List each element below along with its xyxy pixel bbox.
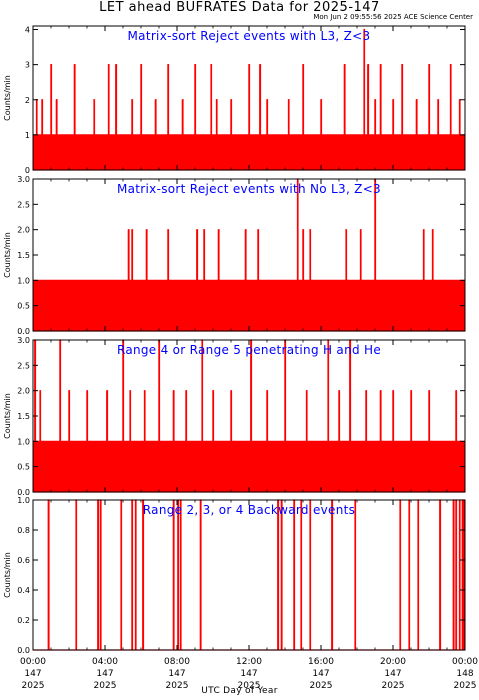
y-tick-label: 4 [25, 26, 30, 35]
y-tick-label: 1.0 [17, 496, 30, 505]
x-tick-label: 147 [240, 669, 257, 679]
x-tick-label: 2025 [22, 681, 45, 691]
y-tick-label: 0.5 [17, 302, 30, 311]
x-tick-label: 148 [456, 669, 473, 679]
x-tick-label: 147 [24, 669, 41, 679]
panel-title: Range 2, 3, or 4 Backward events [143, 503, 355, 517]
y-tick-label: 2 [25, 96, 30, 105]
y-tick-label: 0.0 [17, 646, 30, 655]
y-tick-label: 3 [25, 61, 30, 70]
x-tick-label: 2025 [382, 681, 405, 691]
x-tick-label: 20:00 [380, 657, 406, 667]
y-tick-label: 0.6 [17, 556, 30, 565]
y-tick-label: 3.0 [17, 175, 30, 184]
data-series-line [32, 339, 466, 493]
y-tick-label: 0.0 [17, 327, 30, 336]
y-tick-label: 2.5 [17, 361, 30, 370]
x-tick-label: 00:00 [452, 657, 478, 667]
panel-title: Range 4 or Range 5 penetrating H and He [117, 343, 381, 357]
y-axis-label: Counts/min [3, 393, 12, 439]
x-tick-label: 2025 [310, 681, 333, 691]
x-axis-title: UTC Day of Year [201, 686, 278, 696]
x-tick-label: 147 [384, 669, 401, 679]
chart-panel-3: 0.0 0.5 1.0 1.5 2.0 2.5 3.0 Counts/min Range 4 o… [3, 336, 466, 497]
x-tick-label: 147 [96, 669, 113, 679]
y-tick-label: 0.2 [17, 616, 30, 625]
x-tick-label: 04:00 [92, 657, 118, 667]
y-tick-label: 1.5 [17, 251, 30, 260]
y-tick-label: 0.8 [17, 526, 30, 535]
timestamp: Mon Jun 2 09:55:56 2025 ACE Science Cent… [313, 13, 473, 21]
y-tick-label: 0 [25, 166, 30, 175]
chart-panel-4: 0.0 0.2 0.4 0.6 0.8 1.0 Counts/min Range 2, 3, … [3, 496, 466, 655]
x-tick-label: 00:00 [20, 657, 46, 667]
y-tick-label: 0.5 [17, 463, 30, 472]
chart-panel-2: 0.0 0.5 1.0 1.5 2.0 2.5 3.0 Counts/min Matrix-so… [3, 175, 466, 336]
y-tick-label: 0.4 [17, 586, 30, 595]
y-tick-label: 1.0 [17, 276, 30, 285]
y-tick-label: 1 [25, 131, 30, 140]
y-tick-label: 1.5 [17, 412, 30, 421]
x-tick-label: 12:00 [236, 657, 262, 667]
x-tick-label: 08:00 [164, 657, 190, 667]
x-tick-label: 2025 [238, 681, 261, 691]
x-tick-label: 147 [312, 669, 329, 679]
page-title: LET ahead BUFRATES Data for 2025-147 [99, 0, 380, 15]
x-tick-label: 2025 [454, 681, 477, 691]
panel-title: Matrix-sort Reject events with No L3, Z<… [117, 182, 381, 196]
chart-panel-1: 0 1 2 3 4 Counts/min Matrix-sort Reject events… [3, 25, 466, 175]
y-tick-label: 2.0 [17, 387, 30, 396]
x-tick-label: 147 [168, 669, 185, 679]
y-tick-label: 2.0 [17, 226, 30, 235]
y-axis-label: Counts/min [3, 552, 12, 598]
y-tick-label: 0.0 [17, 488, 30, 497]
x-tick-label: 16:00 [308, 657, 334, 667]
y-tick-label: 1.0 [17, 437, 30, 446]
x-tick-label: 2025 [94, 681, 117, 691]
y-tick-label: 3.0 [17, 336, 30, 345]
panel-title: Matrix-sort Reject events with L3, Z<3 [128, 29, 371, 43]
data-series-line [32, 178, 466, 332]
x-tick-label: 2025 [166, 681, 189, 691]
y-axis-label: Counts/min [3, 75, 12, 121]
y-axis-label: Counts/min [3, 232, 12, 278]
y-tick-label: 2.5 [17, 200, 30, 209]
